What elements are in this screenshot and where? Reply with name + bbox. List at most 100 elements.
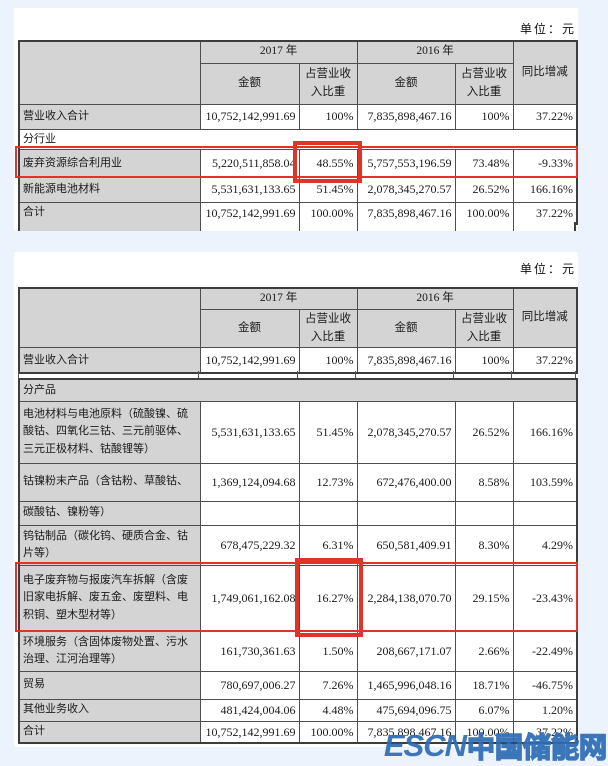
- amount-header-2016: 金额: [356, 308, 456, 349]
- document-section-by-industry: 单位：元 2017 年 2016 年 同比增减 金额 占营业收入比重 金额 占营…: [14, 8, 578, 231]
- document-section-by-product: 单位：元 2017 年 2016 年 同比增减 金额 占营业收入比重 金额 占营…: [14, 252, 579, 747]
- row-label: 环境服务（含固体废物处置、污水治理、江河治理等）: [18, 630, 201, 672]
- table-cell: 73.48%: [454, 148, 514, 178]
- table-header-row-metrics: 金额 占营业收入比重 金额 占营业收入比重: [19, 62, 577, 105]
- table-cell: 2,078,345,270.57: [356, 400, 456, 464]
- table-cell: [298, 500, 358, 526]
- row-label: 钴镍粉末产品（含钴粉、草酸钴、: [18, 462, 201, 502]
- table-cell: 8.30%: [454, 524, 514, 566]
- table-cell: 100%: [454, 103, 514, 130]
- table-cell: 208,667,171.07: [356, 630, 456, 672]
- table-cell: [512, 500, 578, 526]
- share-header-2016: 占营业收入比重: [454, 308, 514, 349]
- table-cell: 7,835,898,467.16: [356, 103, 456, 130]
- table-cell: [454, 500, 514, 526]
- amount-header-2017: 金额: [199, 62, 300, 105]
- table-cell: 37.22%: [512, 720, 578, 744]
- row-label: 废弃资源综合利用业: [18, 148, 201, 178]
- section-row: 分产品: [18, 378, 578, 402]
- revenue-by-product-table-body: 分产品 电池材料与电池原料（硫酸镍、硫酸钴、四氧化三钴、三元前驱体、三元正极材料…: [18, 378, 579, 745]
- table-cell: -9.33%: [512, 148, 578, 178]
- table-cell: 37.22%: [512, 201, 578, 225]
- table-cell: 1,369,124,094.68: [199, 462, 300, 502]
- amount-header-2017: 金额: [199, 308, 300, 349]
- table-cell: 8.58%: [454, 462, 514, 502]
- table-cell: 100.00%: [298, 720, 358, 744]
- table-row: 其他业务收入 481,424,004.06 4.48% 475,694,096.…: [18, 698, 578, 722]
- escn-watermark: ESCN 中国储能网: [383, 728, 608, 764]
- revenue-by-product-table-header: 2017 年 2016 年 同比增减 金额 占营业收入比重 金额 占营业收入比重…: [18, 287, 578, 374]
- share-header-2017: 占营业收入比重: [298, 62, 358, 105]
- table-cell: 672,476,400.00: [356, 462, 456, 502]
- table-row-highlighted: 电子废弃物与报废汽车拆解（含废旧家电拆解、废五金、废塑料、电积铜、塑木型材等） …: [18, 564, 578, 632]
- watermark-latin-text: ESCN: [383, 728, 467, 763]
- table-cell: 7,835,898,467.16: [356, 347, 456, 374]
- row-label: 合计: [18, 720, 201, 744]
- table-cell: 161,730,361.63: [199, 630, 300, 672]
- table-cell: 51.45%: [298, 176, 358, 203]
- table-cell: 37.22%: [512, 103, 578, 130]
- table-row: 环境服务（含固体废物处置、污水治理、江河治理等） 161,730,361.63 …: [18, 630, 578, 672]
- table-header-row-metrics: 金额 占营业收入比重 金额 占营业收入比重: [19, 308, 577, 349]
- table-cell: 678,475,229.32: [199, 524, 300, 566]
- table-cell: 1.20%: [512, 698, 578, 722]
- table-cell: 5,531,631,133.65: [199, 400, 300, 464]
- table-cell: 650,581,409.91: [356, 524, 456, 566]
- table-cell: 7.26%: [298, 670, 358, 700]
- corner-header-cell: [18, 40, 201, 105]
- table-cell-highlighted: 48.55%: [298, 148, 358, 178]
- table-cell-highlighted: 16.27%: [298, 564, 358, 632]
- row-label: 合计: [18, 201, 201, 225]
- table-cell: 4.29%: [512, 524, 578, 566]
- table-row-highlighted: 废弃资源综合利用业 5,220,511,858.04 48.55% 5,757,…: [18, 148, 578, 178]
- year-2017-header: 2017 年: [199, 287, 358, 310]
- table-cell: 1.50%: [298, 630, 358, 672]
- table-cell: -22.49%: [512, 630, 578, 672]
- row-label: 贸易: [18, 670, 201, 700]
- watermark-cjk-text: 中国储能网: [466, 731, 608, 764]
- table-cell: 100%: [298, 103, 358, 130]
- table-cell: -46.75%: [512, 670, 578, 700]
- table-cell: -23.43%: [512, 564, 578, 632]
- table-row: 营业收入合计 10,752,142,991.69 100% 7,835,898,…: [18, 103, 578, 130]
- year-2016-header: 2016 年: [356, 40, 514, 64]
- table-cell: 26.52%: [454, 400, 514, 464]
- table-row-continuation: 碳酸钴、镍粉等）: [18, 500, 578, 526]
- row-label: 营业收入合计: [18, 103, 201, 130]
- row-label: 新能源电池材料: [18, 176, 201, 203]
- row-label: 碳酸钴、镍粉等）: [18, 500, 201, 526]
- table-row: 营业收入合计 10,752,142,991.69 100% 7,835,898,…: [18, 347, 578, 374]
- table-cell: [356, 500, 456, 526]
- row-label: 其他业务收入: [18, 698, 201, 722]
- table-cell: 1,465,996,048.16: [356, 670, 456, 700]
- year-2016-header: 2016 年: [356, 287, 514, 310]
- table-cell: 51.45%: [298, 400, 358, 464]
- table-cell: 100.00%: [454, 720, 514, 744]
- table-cell: 10,752,142,991.69: [199, 347, 300, 374]
- table-header-row-years: 2017 年 2016 年 同比增减: [18, 287, 578, 349]
- table-cell: 10,752,142,991.69: [199, 201, 300, 225]
- table-cell: 780,697,006.27: [199, 670, 300, 700]
- share-header-2016: 占营业收入比重: [454, 62, 514, 105]
- table-cell: 100%: [454, 347, 514, 374]
- amount-header-2016: 金额: [356, 62, 456, 105]
- table-cell: 37.22%: [512, 347, 578, 374]
- row-label: 钨钴制品（碳化钨、硬质合金、钴片等）: [18, 524, 201, 566]
- table-cell: 7,835,898,467.16: [356, 201, 456, 225]
- table-cell: 475,694,096.75: [356, 698, 456, 722]
- table-cell: 5,220,511,858.04: [199, 148, 300, 178]
- table-cell: 18.71%: [454, 670, 514, 700]
- row-label: 电子废弃物与报废汽车拆解（含废旧家电拆解、废五金、废塑料、电积铜、塑木型材等）: [18, 564, 201, 632]
- corner-header-cell: [18, 287, 201, 349]
- year-2017-header: 2017 年: [199, 40, 358, 64]
- table-cell: 100%: [298, 347, 358, 374]
- section-label: 分行业: [18, 128, 578, 150]
- row-label: 电池材料与电池原料（硫酸镍、硫酸钴、四氧化三钴、三元前驱体、三元正极材料、钴酸锂…: [18, 400, 201, 464]
- table-cell: 481,424,004.06: [199, 698, 300, 722]
- table-cell: 5,757,553,196.59: [356, 148, 456, 178]
- table-cell: 10,752,142,991.69: [199, 103, 300, 130]
- table-cell: 5,531,631,133.65: [199, 176, 300, 203]
- table-total-row: 合计 10,752,142,991.69 100.00% 7,835,898,4…: [18, 201, 578, 225]
- section-row: 分行业: [18, 128, 578, 150]
- table-cell: 6.31%: [298, 524, 358, 566]
